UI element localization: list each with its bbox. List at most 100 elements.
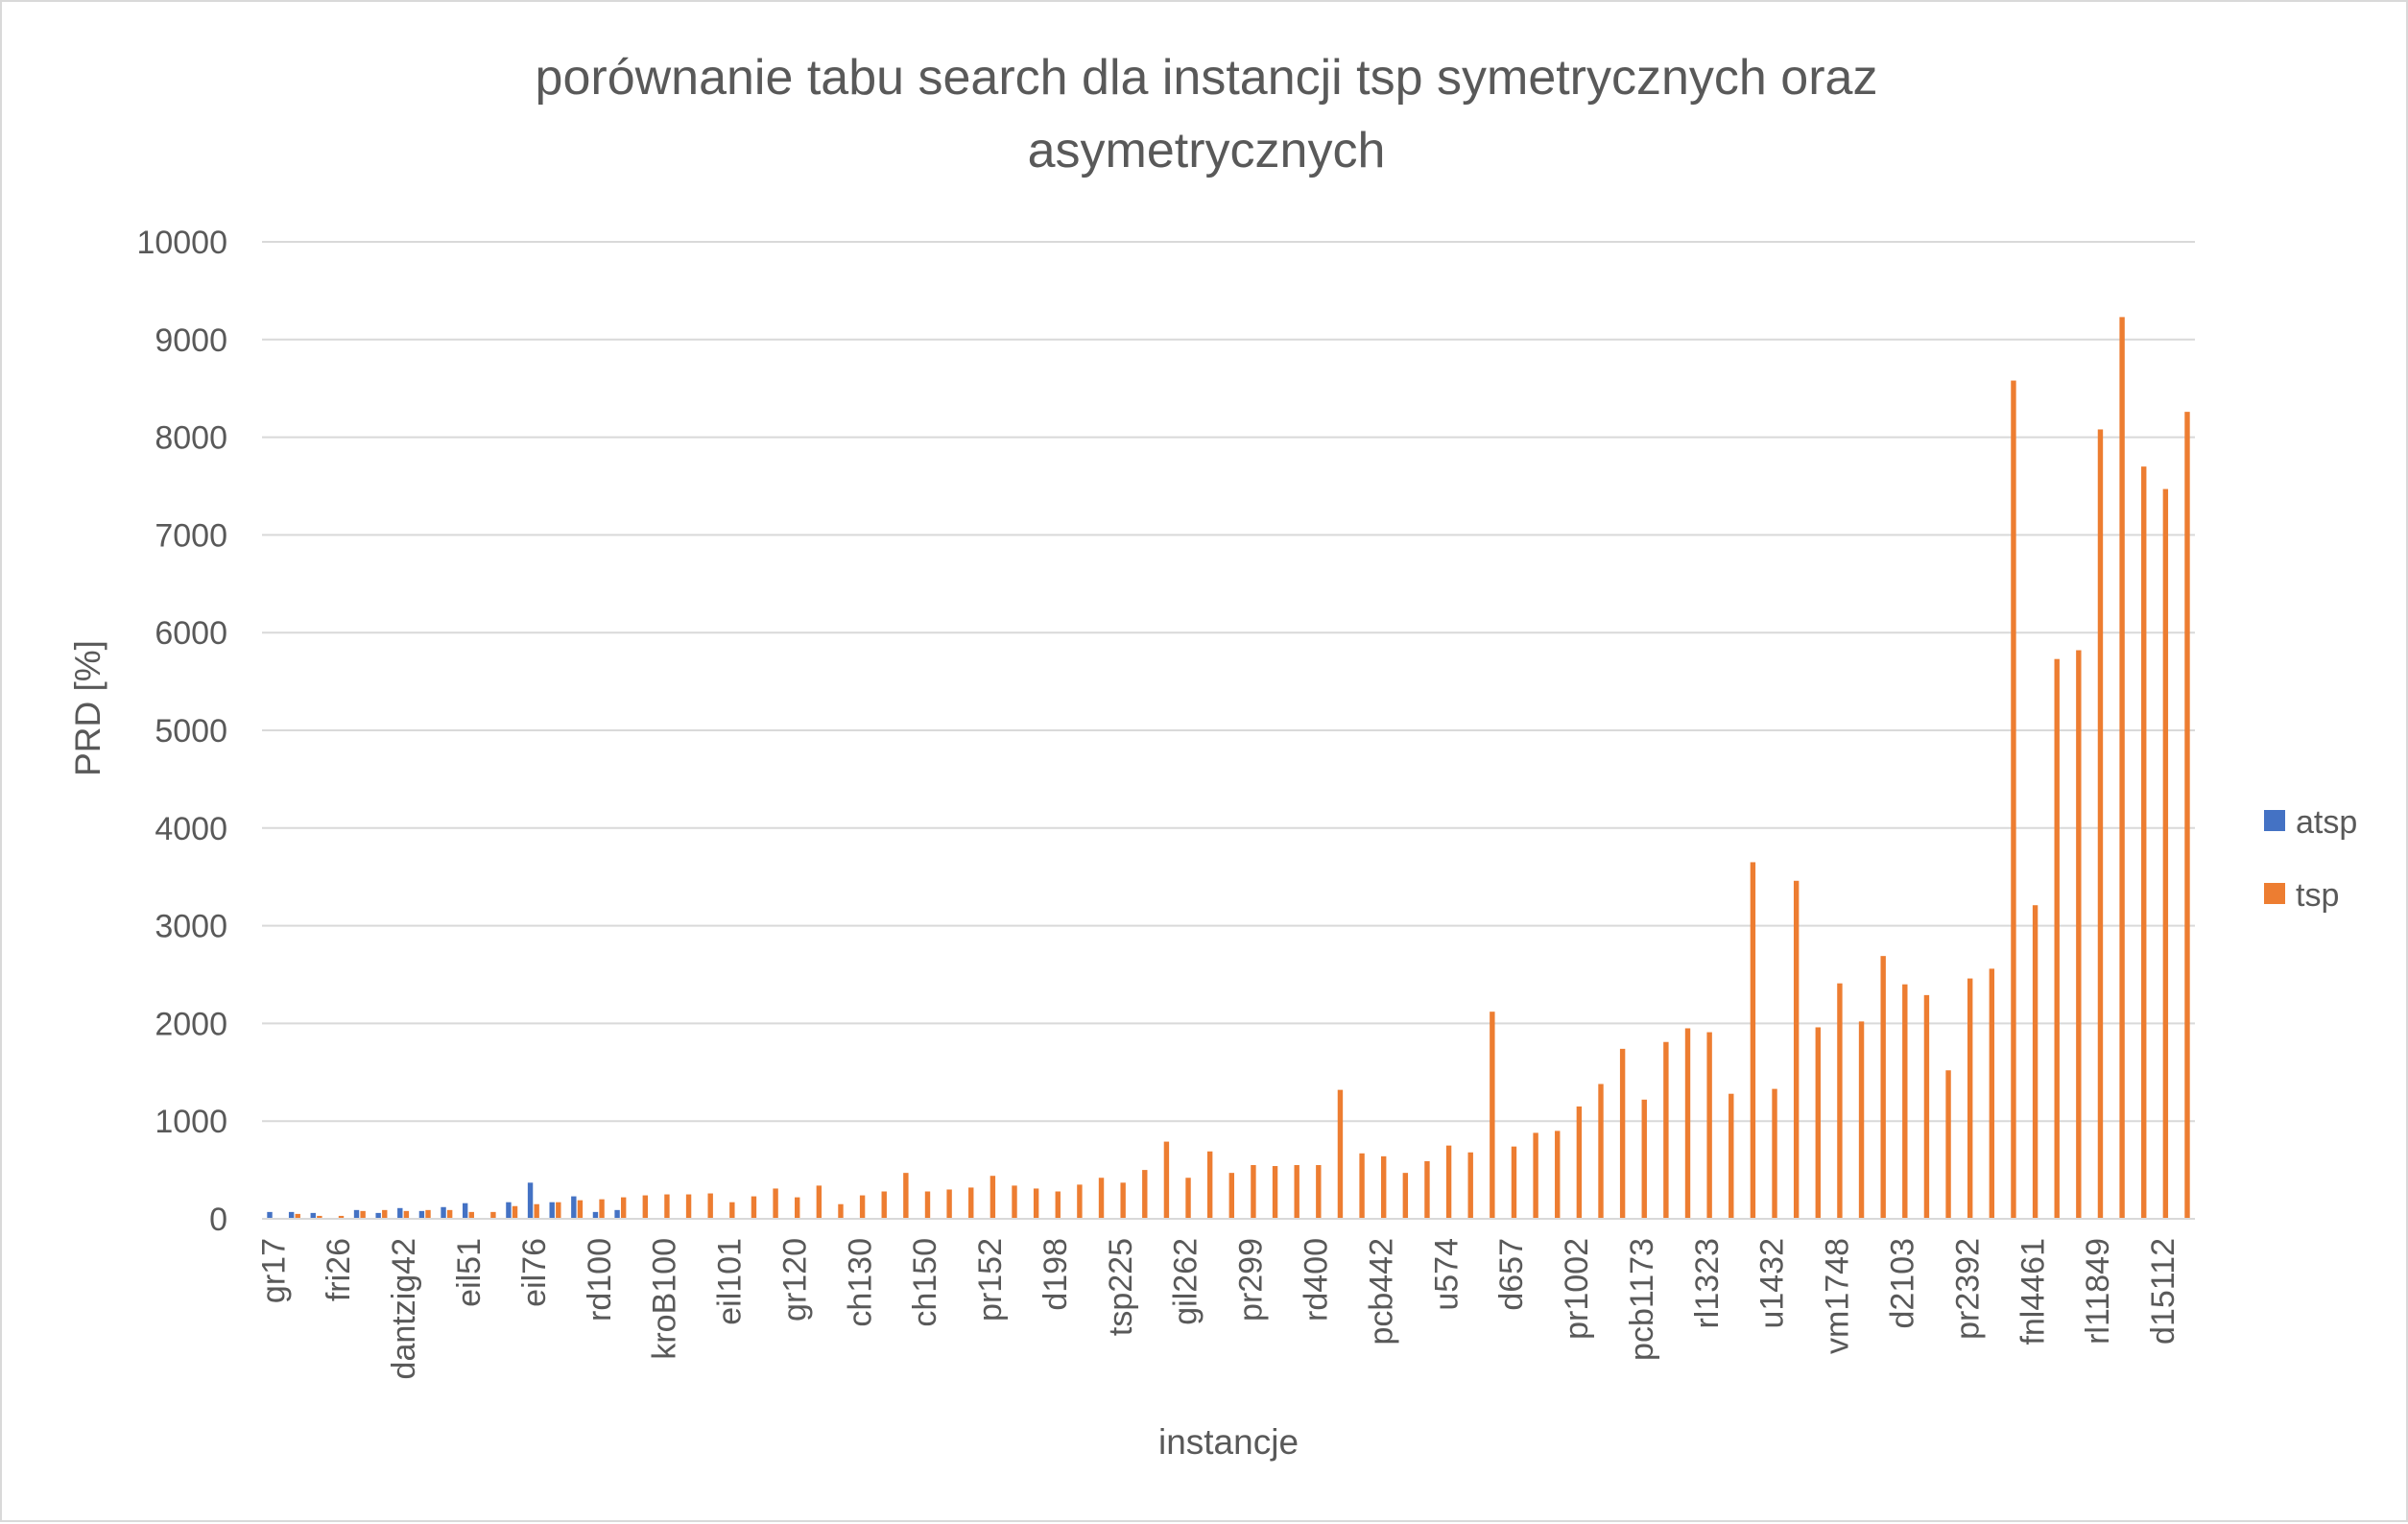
bar-tsp-8 (446, 1209, 453, 1219)
x-tick-label: dantzig42 (386, 1238, 422, 1379)
x-tick-label: fri26 (321, 1238, 357, 1301)
bar-tsp-47 (1294, 1165, 1299, 1219)
bar-atsp-6 (397, 1207, 403, 1219)
x-axis-label: instancje (1158, 1422, 1299, 1462)
bar-tsp-15 (599, 1199, 605, 1219)
y-tick-label: 5000 (155, 713, 227, 750)
x-tick-label: d15112 (2145, 1238, 2182, 1345)
x-tick-label: d2103 (1885, 1238, 1921, 1329)
x-tick-label: rl1323 (1689, 1238, 1726, 1329)
bar-tsp-44 (1228, 1173, 1234, 1219)
bar-tsp-59 (1555, 1131, 1561, 1219)
legend-swatch-tsp (2264, 883, 2285, 904)
y-tick-label: 3000 (155, 909, 227, 945)
bar-tsp-31 (946, 1189, 952, 1219)
bar-tsp-42 (1185, 1178, 1191, 1219)
bar-atsp-4 (353, 1209, 360, 1219)
y-tick-label: 9000 (155, 322, 227, 359)
bar-atsp-9 (462, 1203, 468, 1219)
x-tick-label: gr120 (776, 1238, 813, 1322)
bar-tsp-43 (1206, 1151, 1213, 1219)
bar-tsp-50 (1359, 1153, 1365, 1219)
bar-tsp-27 (859, 1195, 866, 1219)
bar-tsp-4 (360, 1210, 366, 1219)
bar-atsp-7 (418, 1210, 425, 1219)
bar-tsp-9 (468, 1211, 474, 1219)
x-tick-label: tsp225 (1103, 1238, 1139, 1336)
bar-tsp-37 (1077, 1184, 1083, 1219)
bar-atsp-15 (592, 1211, 599, 1219)
x-axis-ticks: gr17 fri26 dantzig42 eil51 eil76 rd100 kroB100… (255, 1238, 2182, 1379)
bar-tsp-84 (2097, 429, 2104, 1219)
bar-tsp-73 (1858, 1021, 1865, 1219)
bar-tsp-53 (1424, 1160, 1430, 1219)
bar-tsp-13 (556, 1202, 561, 1219)
bar-tsp-23 (773, 1188, 778, 1219)
x-tick-label: fnl4461 (2015, 1238, 2051, 1345)
x-tick-label: kroB100 (647, 1238, 683, 1360)
bar-tsp-56 (1490, 1012, 1495, 1219)
x-tick-label: d198 (1037, 1238, 1074, 1311)
y-tick-label: 7000 (155, 517, 227, 554)
bar-tsp-22 (751, 1196, 757, 1219)
x-tick-label: pcb1173 (1624, 1238, 1660, 1361)
bar-tsp-82 (2054, 658, 2060, 1219)
bar-tsp-1 (295, 1213, 300, 1219)
x-tick-label: gr17 (255, 1238, 292, 1303)
bar-atsp-14 (571, 1196, 577, 1219)
bar-atsp-11 (506, 1202, 512, 1219)
y-tick-label: 0 (209, 1202, 227, 1238)
bar-tsp-14 (577, 1200, 584, 1219)
x-tick-label: pcb442 (1363, 1238, 1399, 1345)
bar-tsp-66 (1706, 1032, 1712, 1219)
legend: atsp tsp (2264, 804, 2357, 914)
y-axis-ticks: 0 1000 2000 3000 4000 5000 6000 7000 8000 9000 100… (136, 225, 227, 1238)
bar-tsp-21 (729, 1202, 735, 1219)
bar-tsp-48 (1316, 1165, 1322, 1219)
bar-tsp-67 (1729, 1093, 1734, 1219)
bar-tsp-60 (1576, 1106, 1583, 1219)
y-tick-label: 4000 (155, 811, 227, 847)
y-tick-label: 1000 (155, 1104, 227, 1140)
bar-tsp-11 (512, 1205, 518, 1219)
x-tick-label: eil76 (516, 1238, 553, 1307)
bar-tsp-79 (1989, 968, 1995, 1219)
x-tick-label: vm1748 (1820, 1238, 1856, 1354)
bar-tsp-17 (642, 1195, 649, 1219)
bar-tsp-12 (534, 1203, 539, 1219)
bar-atsp-1 (288, 1211, 295, 1219)
chart-title-line-1: porównanie tabu search dla instancji tsp… (536, 50, 1878, 106)
bar-tsp-55 (1467, 1152, 1473, 1219)
bar-tsp-76 (1923, 994, 1930, 1219)
bar-tsp-72 (1837, 983, 1843, 1219)
bar-tsp-61 (1598, 1083, 1604, 1219)
bar-tsp-46 (1272, 1166, 1278, 1219)
bar-tsp-77 (1945, 1070, 1951, 1219)
y-tick-label: 10000 (136, 225, 227, 261)
chart-title: porównanie tabu search dla instancji tsp… (536, 50, 1878, 179)
bar-tsp-38 (1098, 1178, 1105, 1219)
bar-tsp-45 (1251, 1165, 1256, 1219)
bar-tsp-62 (1619, 1048, 1626, 1219)
x-tick-label: pr1002 (1559, 1238, 1595, 1340)
bar-tsp-35 (1033, 1188, 1039, 1219)
bar-tsp-3 (338, 1215, 345, 1219)
bars (267, 317, 2190, 1220)
x-tick-label: d657 (1493, 1238, 1530, 1311)
bar-tsp-57 (1511, 1146, 1517, 1219)
x-tick-label: eil101 (712, 1238, 749, 1325)
bar-tsp-71 (1815, 1027, 1821, 1219)
bar-tsp-68 (1750, 862, 1756, 1219)
bar-tsp-69 (1772, 1088, 1777, 1219)
bar-tsp-32 (968, 1187, 974, 1219)
y-tick-label: 6000 (155, 615, 227, 652)
x-tick-label: ch130 (842, 1238, 878, 1327)
bar-tsp-33 (989, 1176, 996, 1219)
bar-tsp-19 (685, 1194, 692, 1219)
bar-tsp-86 (2141, 466, 2147, 1219)
x-tick-label: ch150 (907, 1238, 943, 1327)
bar-tsp-30 (924, 1191, 931, 1219)
bar-tsp-18 (664, 1194, 670, 1219)
bar-tsp-75 (1902, 984, 1908, 1219)
bar-tsp-83 (2076, 650, 2082, 1219)
